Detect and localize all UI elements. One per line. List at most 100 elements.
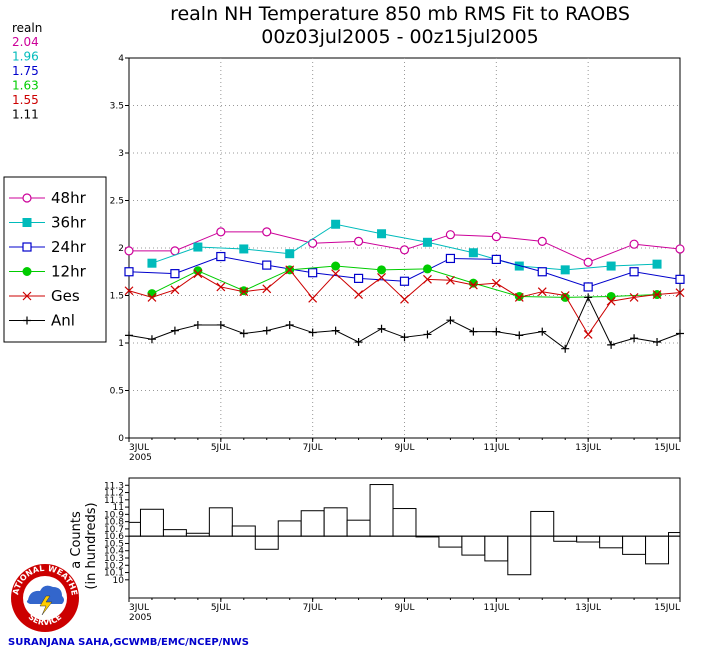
bar-x-tick-label: 5JUL	[211, 603, 231, 613]
series-point-48hr	[353, 236, 364, 246]
series-point-24hr	[629, 267, 639, 277]
series-point-36hr	[560, 265, 570, 275]
main-y-tick-label: 1.5	[110, 292, 124, 302]
legend-marker-24hr	[22, 242, 32, 252]
main-x-tick-label: 13JUL	[575, 443, 601, 453]
main-x-tick-label: 7JUL	[303, 443, 323, 453]
series-point-24hr	[308, 268, 318, 278]
series-point-anl	[170, 326, 179, 335]
count-bar	[231, 525, 256, 537]
series-point-anl	[423, 330, 432, 339]
series-point-anl	[630, 334, 639, 343]
main-y-tick-label: 0	[118, 434, 124, 444]
series-point-ges	[216, 282, 226, 292]
main-y-tick-label: 2	[118, 244, 124, 254]
legend-marker-36hr	[22, 218, 32, 227]
count-bar	[208, 507, 233, 537]
series-point-anl	[377, 324, 386, 333]
series-point-ges	[423, 274, 432, 284]
series-point-anl	[216, 320, 225, 329]
series-point-anl	[492, 327, 501, 336]
series-point-ges	[285, 265, 295, 275]
series-point-36hr	[377, 229, 387, 239]
series-point-ges	[491, 278, 501, 288]
means-title: realn	[12, 21, 42, 35]
series-point-48hr	[216, 227, 226, 237]
bar-y-ticks: 1010.110.210.310.410.510.610.710.810.911…	[104, 481, 129, 586]
series-line-36hr	[151, 223, 658, 271]
series-point-48hr	[262, 227, 272, 237]
series-point-anl	[239, 329, 248, 338]
main-y-tick-label: 3.5	[110, 102, 124, 112]
legend-marker-anl	[23, 316, 31, 325]
series-point-ges	[377, 273, 386, 282]
count-bar	[668, 532, 681, 537]
series-point-ges	[331, 269, 341, 279]
series-point-12hr	[377, 265, 387, 275]
series-point-48hr	[537, 236, 547, 246]
main-y-tick-label: 3	[118, 149, 124, 159]
main-y-ticks: 0 0.5 1 1.5 2 2.5 3 3.5 4	[110, 54, 129, 444]
main-x-tick-label: 15JUL	[654, 443, 680, 453]
series-point-48hr	[491, 232, 501, 242]
series-point-anl	[354, 338, 363, 347]
bar-y-tick-label: 10.5	[104, 539, 124, 549]
bar-bars	[128, 484, 681, 576]
main-y-tick-label: 0.5	[110, 387, 124, 397]
count-bar	[530, 510, 555, 537]
series-point-24hr	[583, 282, 593, 292]
main-y-tick-label: 1	[118, 339, 124, 349]
bar-y-label: a Counts	[69, 511, 84, 569]
chart-title: realn NH Temperature 850 mb RMS Fit to R…	[170, 3, 630, 25]
count-bar	[254, 535, 279, 550]
series-point-ges	[262, 284, 272, 294]
bar-x-tick-label: 15JUL	[654, 603, 680, 613]
mean-value-ges: 1.55	[12, 93, 39, 107]
series-point-ges	[583, 330, 593, 339]
legend-marker-ges	[22, 291, 32, 301]
bar-y-tick-label: 10	[113, 576, 125, 586]
series-point-anl	[515, 331, 524, 340]
main-x-tick-label: 9JUL	[395, 443, 415, 453]
series-point-anl	[469, 327, 478, 336]
bar-x-tick-label: 11JUL	[483, 603, 509, 613]
series-point-24hr	[124, 267, 134, 277]
series-point-12hr	[331, 261, 341, 271]
series-point-ges	[652, 290, 662, 299]
series-point-48hr	[399, 245, 410, 255]
logo-cloud-icon	[26, 585, 64, 604]
author-credit: SURANJANA SAHA,GCWMB/EMC/NCEP/NWS	[8, 637, 249, 648]
legend-label-ges: Ges	[51, 287, 80, 305]
chart-subtitle: 00z03jul2005 - 00z15jul2005	[261, 26, 539, 48]
series-point-anl	[538, 327, 547, 336]
series-point-anl	[147, 335, 156, 344]
series-point-anl	[331, 326, 340, 335]
logo-lightning-icon	[39, 595, 53, 616]
series-point-36hr	[147, 258, 157, 268]
series-point-12hr	[193, 266, 203, 276]
bar-y-tick-label: 11.1	[104, 496, 124, 506]
bar-x-tick-label: 13JUL	[575, 603, 601, 613]
main-x-tick-sublabel: 2005	[129, 453, 152, 463]
series-means-list: realn 2.041.961.751.631.551.11	[12, 21, 42, 122]
count-bar	[139, 508, 164, 537]
series-point-ges	[308, 293, 318, 303]
series-point-ges	[170, 285, 180, 295]
legend-label-24hr: 24hr	[51, 238, 87, 256]
series-point-anl	[308, 328, 317, 337]
series-point-ges	[537, 287, 547, 297]
mean-value-48hr: 2.04	[12, 35, 39, 49]
bar-y-tick-label: 10.2	[104, 561, 124, 571]
data-counts-bar-plot: 1010.110.210.310.410.510.610.710.810.911…	[69, 477, 681, 623]
legend-label-12hr: 12hr	[51, 263, 87, 281]
mean-value-anl: 1.11	[12, 108, 39, 122]
main-x-tick-label: 3JUL	[129, 443, 149, 453]
bar-y-tick-label: 11.3	[104, 481, 124, 491]
series-point-anl	[193, 320, 202, 329]
series-point-ges	[445, 275, 455, 285]
series-point-36hr	[239, 244, 249, 254]
bar-x-tick-label: 3JUL	[129, 603, 149, 613]
count-bar	[576, 535, 601, 543]
series-point-36hr	[331, 219, 341, 229]
